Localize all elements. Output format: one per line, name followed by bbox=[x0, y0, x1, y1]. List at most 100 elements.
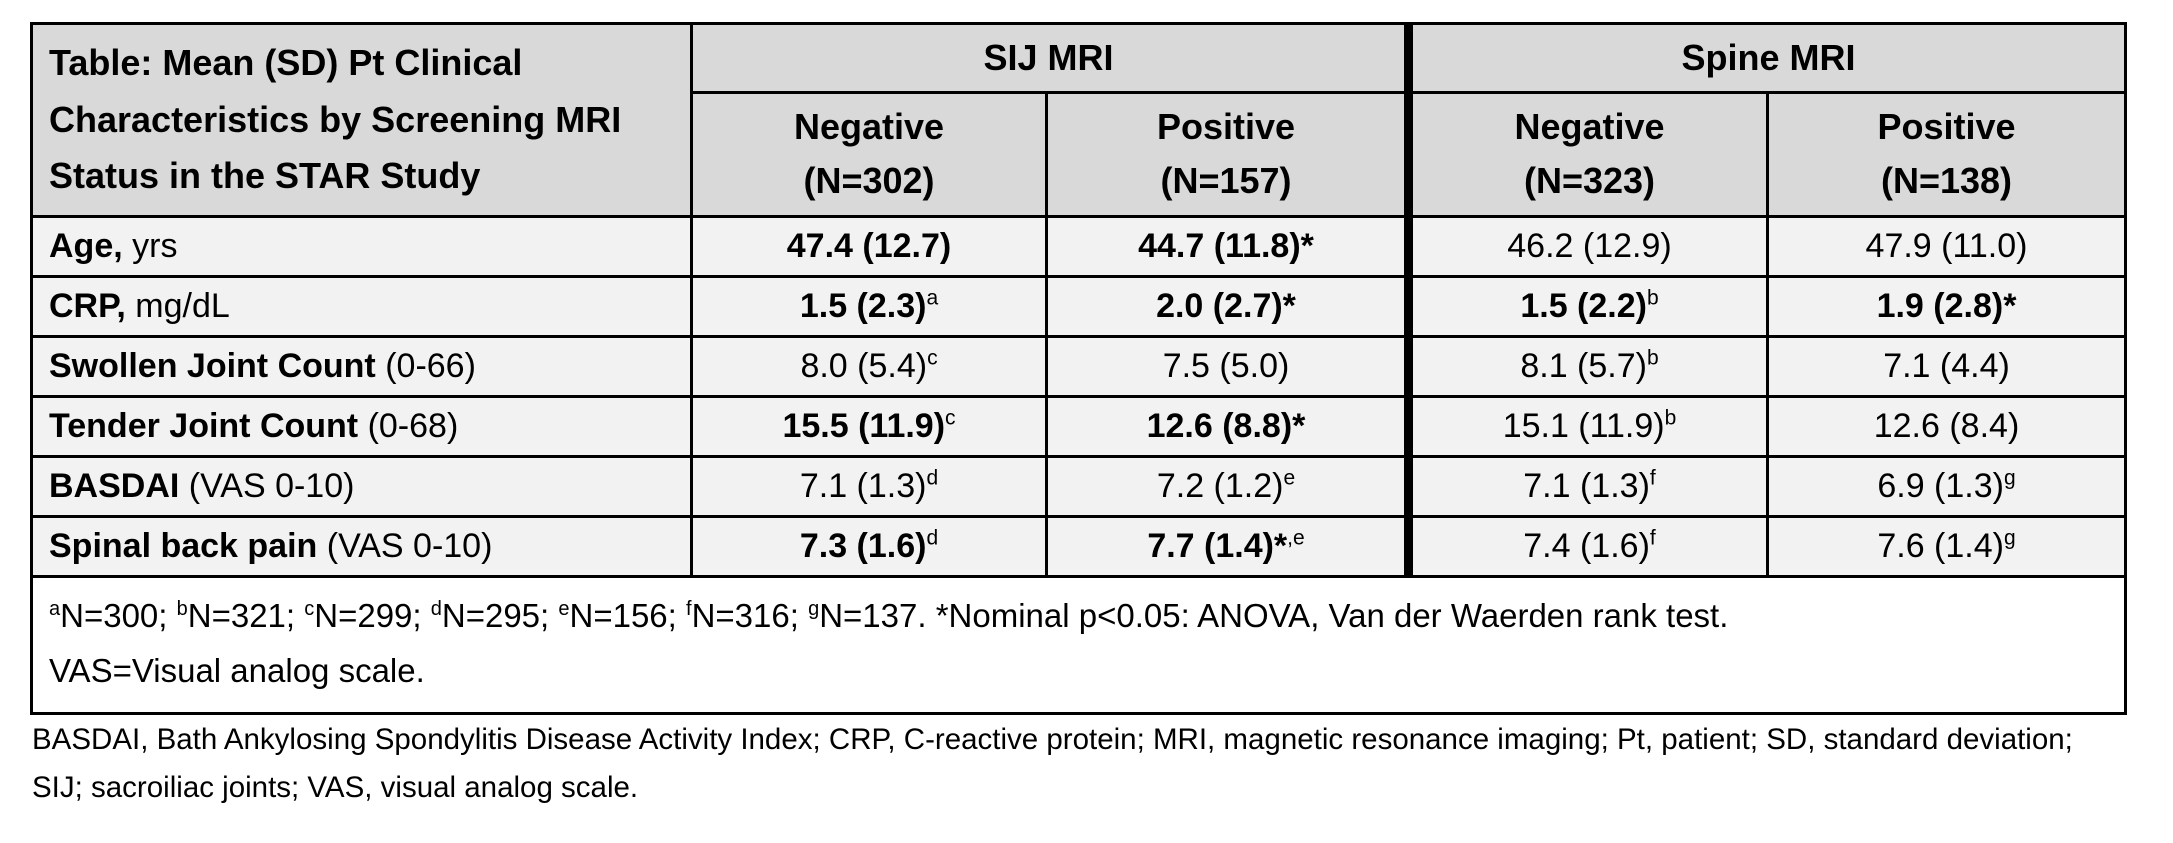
column-label: Positive bbox=[1877, 106, 2016, 148]
cell-value: 1.5 (2.3) bbox=[799, 286, 927, 325]
header-subcolumn-row: Negative (N=302) Positive (N=157) Negati… bbox=[32, 91, 2128, 218]
row-label-tender-joint-count: Tender Joint Count (0-68) bbox=[30, 394, 693, 458]
value-cell: 6.9 (1.3)g bbox=[1765, 454, 2128, 518]
footnote-line-2: VAS=Visual analog scale. bbox=[49, 651, 425, 689]
table-title-line: Characteristics by Screening MRI bbox=[49, 98, 622, 140]
column-n: (N=157) bbox=[1160, 160, 1292, 202]
cell-superscript: e bbox=[1283, 466, 1296, 490]
row-label-age: Age, yrs bbox=[30, 214, 693, 278]
table-row-crp: CRP, mg/dL 1.5 (2.3)a 2.0 (2.7)* 1.5 (2.… bbox=[30, 274, 2128, 338]
cell-superscript: d bbox=[926, 526, 939, 550]
abbreviations-caption: BASDAI, Bath Ankylosing Spondylitis Dise… bbox=[32, 723, 2073, 804]
table-title: Table: Mean (SD) Pt Clinical Characteris… bbox=[30, 22, 693, 218]
row-label-rest: mg/dL bbox=[125, 286, 230, 325]
cell-superscript: g bbox=[2003, 466, 2016, 490]
header-group-row: Table: Mean (SD) Pt Clinical Characteris… bbox=[30, 21, 2128, 218]
footnote-superscript: e bbox=[558, 597, 570, 620]
footnote-superscript: b bbox=[176, 597, 188, 620]
row-label-crp: CRP, mg/dL bbox=[30, 274, 693, 338]
row-label-bold: Swollen Joint Count bbox=[49, 346, 376, 385]
row-label-rest: (0-68) bbox=[358, 406, 459, 445]
value-cell: 8.0 (5.4)c bbox=[690, 334, 1048, 398]
value-cell: 7.1 (1.3)d bbox=[690, 454, 1048, 518]
footnote-text: N=316; bbox=[691, 596, 809, 634]
footnote-text: N=300; bbox=[60, 596, 177, 634]
table-row-spinal-back-pain: Spinal back pain (VAS 0-10) 7.3 (1.6)d 7… bbox=[30, 514, 2128, 578]
cell-value: 7.2 (1.2) bbox=[1156, 466, 1284, 505]
table-title-line: Status in the STAR Study bbox=[49, 155, 481, 197]
row-label-rest: (VAS 0-10) bbox=[179, 466, 355, 505]
footnote-text: N=156; bbox=[569, 596, 686, 634]
column-header-spine-negative: Negative (N=323) bbox=[1404, 91, 1769, 218]
table-row-tender-joint-count: Tender Joint Count (0-68) 15.5 (11.9)c 1… bbox=[30, 394, 2128, 458]
cell-value: 47.9 (11.0) bbox=[1865, 226, 2028, 265]
value-cell: 7.5 (5.0) bbox=[1045, 334, 1410, 398]
row-label-bold: Age, bbox=[49, 226, 123, 265]
column-n: (N=323) bbox=[1523, 160, 1656, 202]
value-cell: 1.5 (2.2)b bbox=[1404, 274, 1769, 338]
cell-value: 15.1 (11.9) bbox=[1502, 406, 1665, 445]
value-cell: 7.1 (4.4) bbox=[1765, 334, 2128, 398]
cell-value: 8.1 (5.7) bbox=[1520, 346, 1647, 385]
table-row-swollen-joint-count: Swollen Joint Count (0-66) 8.0 (5.4)c 7.… bbox=[30, 334, 2128, 398]
cell-superscript: d bbox=[926, 466, 939, 490]
value-cell: 47.9 (11.0) bbox=[1765, 214, 2128, 278]
column-group-spine-mri: Spine MRI bbox=[1403, 21, 2128, 95]
table-title-line: Table: Mean (SD) Pt Clinical bbox=[49, 42, 523, 83]
column-n: (N=302) bbox=[803, 160, 935, 202]
value-cell: 47.4 (12.7) bbox=[690, 214, 1048, 278]
cell-superscript: b bbox=[1664, 406, 1677, 430]
column-header-spine-positive: Positive (N=138) bbox=[1765, 91, 2128, 218]
cell-superscript: b bbox=[1646, 286, 1659, 310]
cell-value: 7.5 (5.0) bbox=[1162, 346, 1290, 385]
footnote-superscript: f bbox=[686, 597, 692, 620]
clinical-characteristics-table: Table: Mean (SD) Pt Clinical Characteris… bbox=[29, 21, 2128, 716]
column-n: (N=138) bbox=[1880, 160, 2013, 202]
column-label: Negative bbox=[793, 106, 945, 148]
column-header-sij-negative: Negative (N=302) bbox=[690, 91, 1048, 218]
row-label-bold: Spinal back pain bbox=[49, 526, 318, 565]
cell-superscript: f bbox=[1649, 526, 1656, 550]
footnote-superscript: c bbox=[304, 597, 315, 620]
value-cell: 15.1 (11.9)b bbox=[1404, 394, 1769, 458]
cell-value: 1.5 (2.2) bbox=[1520, 286, 1647, 325]
cell-value: 7.7 (1.4)* bbox=[1147, 526, 1288, 565]
cell-superscript: a bbox=[926, 286, 939, 310]
footnote-superscript: a bbox=[49, 597, 61, 620]
value-cell: 2.0 (2.7)* bbox=[1045, 274, 1410, 338]
column-label: Negative bbox=[1514, 106, 1665, 148]
footnote-row: aN=300; bN=321; cN=299; dN=295; eN=156; … bbox=[29, 574, 2128, 716]
cell-value: 44.7 (11.8)* bbox=[1138, 226, 1314, 265]
row-label-basdai: BASDAI (VAS 0-10) bbox=[30, 454, 693, 518]
cell-value: 1.9 (2.8)* bbox=[1876, 286, 2017, 325]
value-cell: 1.9 (2.8)* bbox=[1765, 274, 2128, 338]
cell-value: 12.6 (8.4) bbox=[1873, 406, 2020, 445]
cell-value: 8.0 (5.4) bbox=[800, 346, 928, 385]
column-label: Positive bbox=[1156, 106, 1296, 148]
row-label-rest: (VAS 0-10) bbox=[317, 526, 493, 565]
cell-superscript: c bbox=[927, 346, 938, 370]
cell-value: 2.0 (2.7)* bbox=[1156, 286, 1296, 325]
cell-value: 7.1 (1.3) bbox=[1523, 466, 1650, 505]
table-row-basdai: BASDAI (VAS 0-10) 7.1 (1.3)d 7.2 (1.2)e … bbox=[30, 454, 2128, 518]
footnote-superscript: d bbox=[430, 597, 442, 620]
cell-superscript: b bbox=[1646, 346, 1659, 370]
footnote-superscript: g bbox=[808, 597, 820, 620]
cell-value: 12.6 (8.8)* bbox=[1146, 406, 1306, 445]
footnote-significance: *Nominal p<0.05: ANOVA, Van der Waerden … bbox=[935, 596, 1729, 634]
footnote-text: N=321; bbox=[187, 596, 305, 634]
value-cell: 44.7 (11.8)* bbox=[1045, 214, 1410, 278]
value-cell: 7.1 (1.3)f bbox=[1404, 454, 1769, 518]
cell-value: 7.4 (1.6) bbox=[1523, 526, 1650, 565]
cell-value: 7.1 (4.4) bbox=[1883, 346, 2010, 385]
column-group-sij-mri: SIJ MRI bbox=[690, 21, 1410, 95]
footnote-line-1: aN=300; bN=321; cN=299; dN=295; eN=156; … bbox=[49, 588, 2108, 643]
cell-value: 47.4 (12.7) bbox=[786, 226, 952, 265]
cell-superscript: c bbox=[945, 406, 956, 430]
row-label-spinal-back-pain: Spinal back pain (VAS 0-10) bbox=[30, 514, 693, 578]
cell-superscript: f bbox=[1649, 466, 1656, 490]
footnote-text: N=299; bbox=[314, 596, 431, 634]
value-cell: 12.6 (8.4) bbox=[1765, 394, 2128, 458]
value-cell: 7.4 (1.6)f bbox=[1404, 514, 1769, 578]
